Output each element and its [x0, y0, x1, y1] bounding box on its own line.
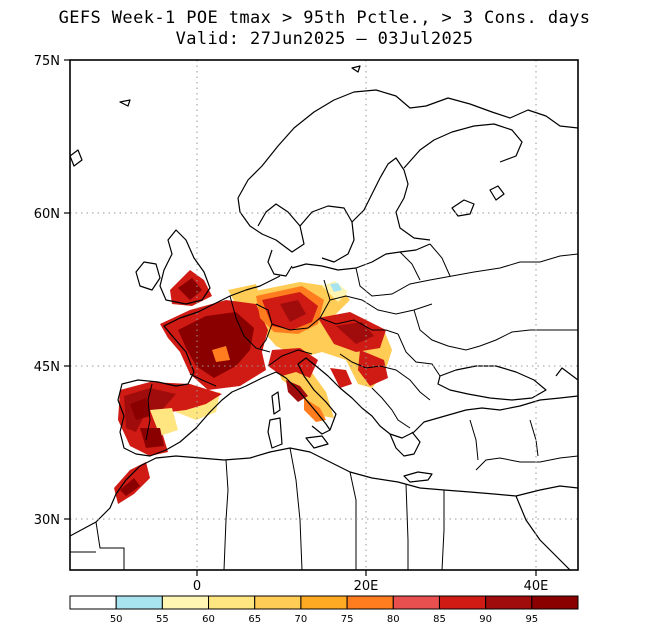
colorbar-swatch — [208, 595, 256, 610]
colorbar-swatch — [300, 595, 348, 610]
colorbar-label: 85 — [433, 614, 446, 625]
map-title: GEFS Week-1 POE tmax > 95th Pctle., > 3 … — [58, 8, 591, 28]
probability-shading — [114, 270, 392, 504]
lat-label-60n: 60N — [34, 207, 60, 222]
lon-label-40e: 40E — [524, 579, 549, 594]
colorbar-label: 80 — [387, 614, 400, 625]
colorbar-label: 75 — [341, 614, 354, 625]
lat-label-45n: 45N — [34, 360, 60, 375]
lon-label-20e: 20E — [354, 579, 379, 594]
colorbar-label: 70 — [295, 614, 308, 625]
colorbar-swatch — [346, 595, 394, 610]
colorbar-swatch — [254, 595, 302, 610]
lon-label-0: 0 — [193, 579, 201, 594]
map-subtitle: Valid: 27Jun2025 — 03Jul2025 — [175, 29, 474, 49]
colorbar-label: 65 — [248, 614, 261, 625]
lat-label-30n: 30N — [34, 513, 60, 528]
colorbar-swatch — [392, 595, 440, 610]
lat-label-75n: 75N — [34, 54, 60, 69]
coastlines — [70, 65, 578, 570]
gridlines — [70, 60, 578, 570]
colorbar-label: 95 — [525, 614, 538, 625]
colorbar-label: 90 — [479, 614, 492, 625]
axis-ticks — [64, 59, 537, 576]
colorbar-swatch — [161, 595, 210, 610]
colorbar-label: 60 — [202, 614, 215, 625]
colorbar-swatch — [438, 595, 487, 610]
colorbar-swatch — [485, 595, 533, 610]
colorbar: 50 55 60 65 70 75 80 85 90 95 — [69, 595, 579, 625]
colorbar-label: 50 — [110, 614, 123, 625]
colorbar-label: 55 — [156, 614, 169, 625]
colorbar-swatch — [115, 595, 163, 610]
colorbar-swatch — [531, 595, 579, 610]
axis-labels: 75N 60N 45N 30N 0 20E 40E — [34, 54, 549, 594]
colorbar-swatch — [69, 595, 117, 610]
map-frame — [69, 59, 579, 571]
